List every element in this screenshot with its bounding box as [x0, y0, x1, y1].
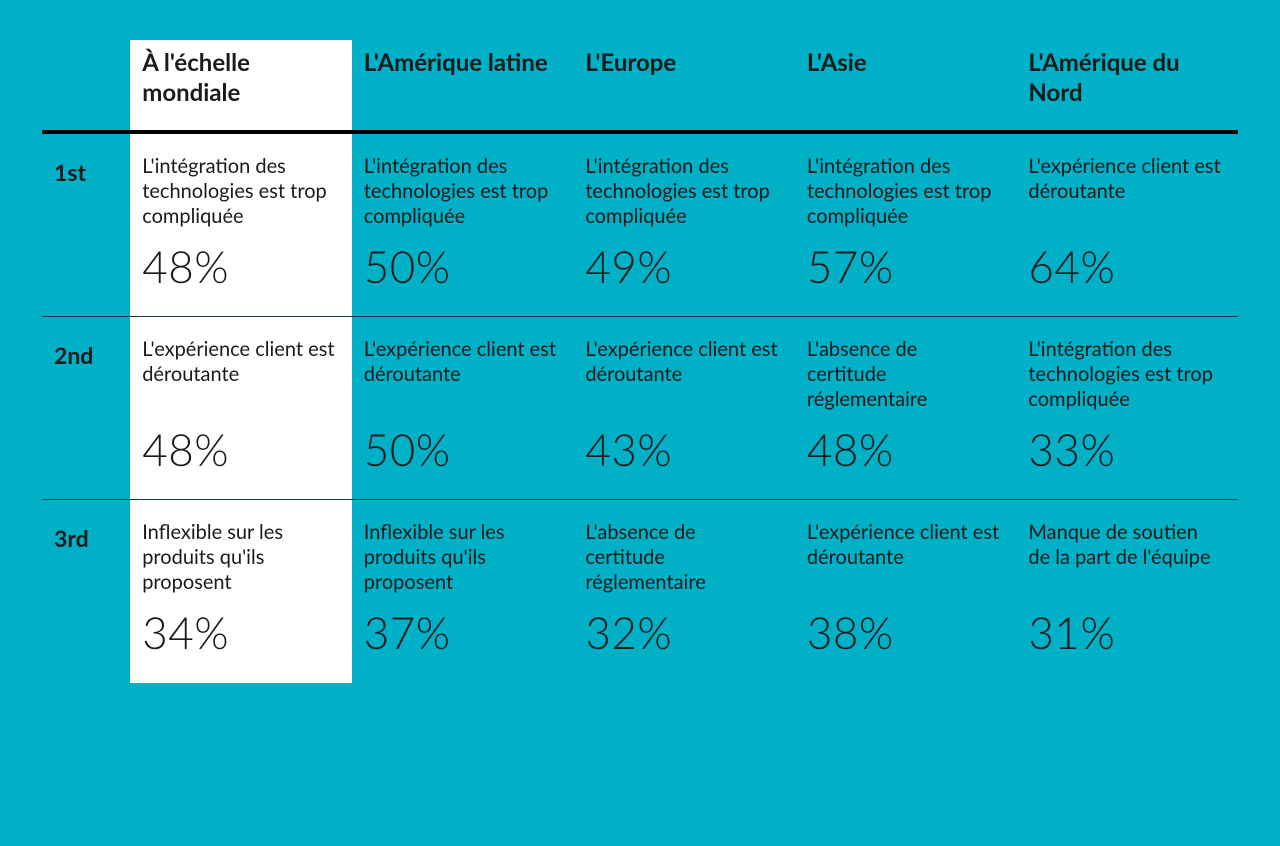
cell-percent: 33% — [1028, 427, 1222, 473]
header-blank — [42, 40, 130, 132]
cell: Inflexible sur les produits qu'ils propo… — [352, 500, 574, 682]
ranking-table: À l'échelle mondiale L'Amérique latine L… — [42, 40, 1238, 683]
cell-percent: 34% — [142, 610, 336, 656]
cell-text: L'expérience client est déroutante — [142, 337, 336, 415]
header-region-latam: L'Amérique latine — [352, 40, 574, 132]
cell-text: Manque de soutien de la part de l'équipe — [1028, 520, 1222, 598]
cell-percent: 37% — [364, 610, 558, 656]
cell-percent: 49% — [585, 244, 779, 290]
cell-percent: 48% — [142, 244, 336, 290]
rank-label: 3rd — [42, 500, 130, 682]
cell: Manque de soutien de la part de l'équipe… — [1016, 500, 1238, 682]
cell-text: L'intégration des technologies est trop … — [585, 154, 779, 232]
header-region-europe: L'Europe — [573, 40, 795, 132]
cell-text: L'expérience client est déroutante — [364, 337, 558, 415]
cell-percent: 50% — [364, 427, 558, 473]
cell: Inflexible sur les produits qu'ils propo… — [130, 500, 352, 682]
cell-text: Inflexible sur les produits qu'ils propo… — [364, 520, 558, 598]
cell: L'absence de certitude réglementaire 48% — [795, 317, 1017, 500]
cell-percent: 50% — [364, 244, 558, 290]
table-row: 2nd L'expérience client est déroutante 4… — [42, 317, 1238, 500]
cell: L'expérience client est déroutante 48% — [130, 317, 352, 500]
cell-percent: 38% — [807, 610, 1001, 656]
cell-percent: 32% — [585, 610, 779, 656]
table-header-row: À l'échelle mondiale L'Amérique latine L… — [42, 40, 1238, 132]
cell-text: L'intégration des technologies est trop … — [142, 154, 336, 232]
cell-text: L'absence de certitude réglementaire — [807, 337, 1001, 415]
cell-percent: 31% — [1028, 610, 1222, 656]
cell-percent: 57% — [807, 244, 1001, 290]
table-row: 3rd Inflexible sur les produits qu'ils p… — [42, 500, 1238, 682]
header-region-asia: L'Asie — [795, 40, 1017, 132]
cell: L'expérience client est déroutante 50% — [352, 317, 574, 500]
cell-percent: 64% — [1028, 244, 1222, 290]
cell-text: L'expérience client est déroutante — [585, 337, 779, 415]
cell: L'intégration des technologies est trop … — [352, 134, 574, 317]
cell: L'expérience client est déroutante 43% — [573, 317, 795, 500]
cell: L'expérience client est déroutante 38% — [795, 500, 1017, 682]
cell-percent: 43% — [585, 427, 779, 473]
cell-text: L'intégration des technologies est trop … — [807, 154, 1001, 232]
cell-text: L'intégration des technologies est trop … — [364, 154, 558, 232]
cell-percent: 48% — [142, 427, 336, 473]
rank-label: 1st — [42, 134, 130, 317]
cell: L'intégration des technologies est trop … — [1016, 317, 1238, 500]
cell: L'intégration des technologies est trop … — [130, 134, 352, 317]
cell-text: L'absence de certitude réglementaire — [585, 520, 779, 598]
rank-label: 2nd — [42, 317, 130, 500]
cell-text: Inflexible sur les produits qu'ils propo… — [142, 520, 336, 598]
cell: L'absence de certitude réglementaire 32% — [573, 500, 795, 682]
cell-text: L'expérience client est déroutante — [807, 520, 1001, 598]
header-region-global: À l'échelle mondiale — [130, 40, 352, 132]
cell: L'expérience client est déroutante 64% — [1016, 134, 1238, 317]
cell-text: L'intégration des technologies est trop … — [1028, 337, 1222, 415]
cell: L'intégration des technologies est trop … — [573, 134, 795, 317]
cell-percent: 48% — [807, 427, 1001, 473]
header-region-na: L'Amérique du Nord — [1016, 40, 1238, 132]
table-container: À l'échelle mondiale L'Amérique latine L… — [0, 0, 1280, 703]
table-row: 1st L'intégration des technologies est t… — [42, 134, 1238, 317]
cell-text: L'expérience client est déroutante — [1028, 154, 1222, 232]
cell: L'intégration des technologies est trop … — [795, 134, 1017, 317]
